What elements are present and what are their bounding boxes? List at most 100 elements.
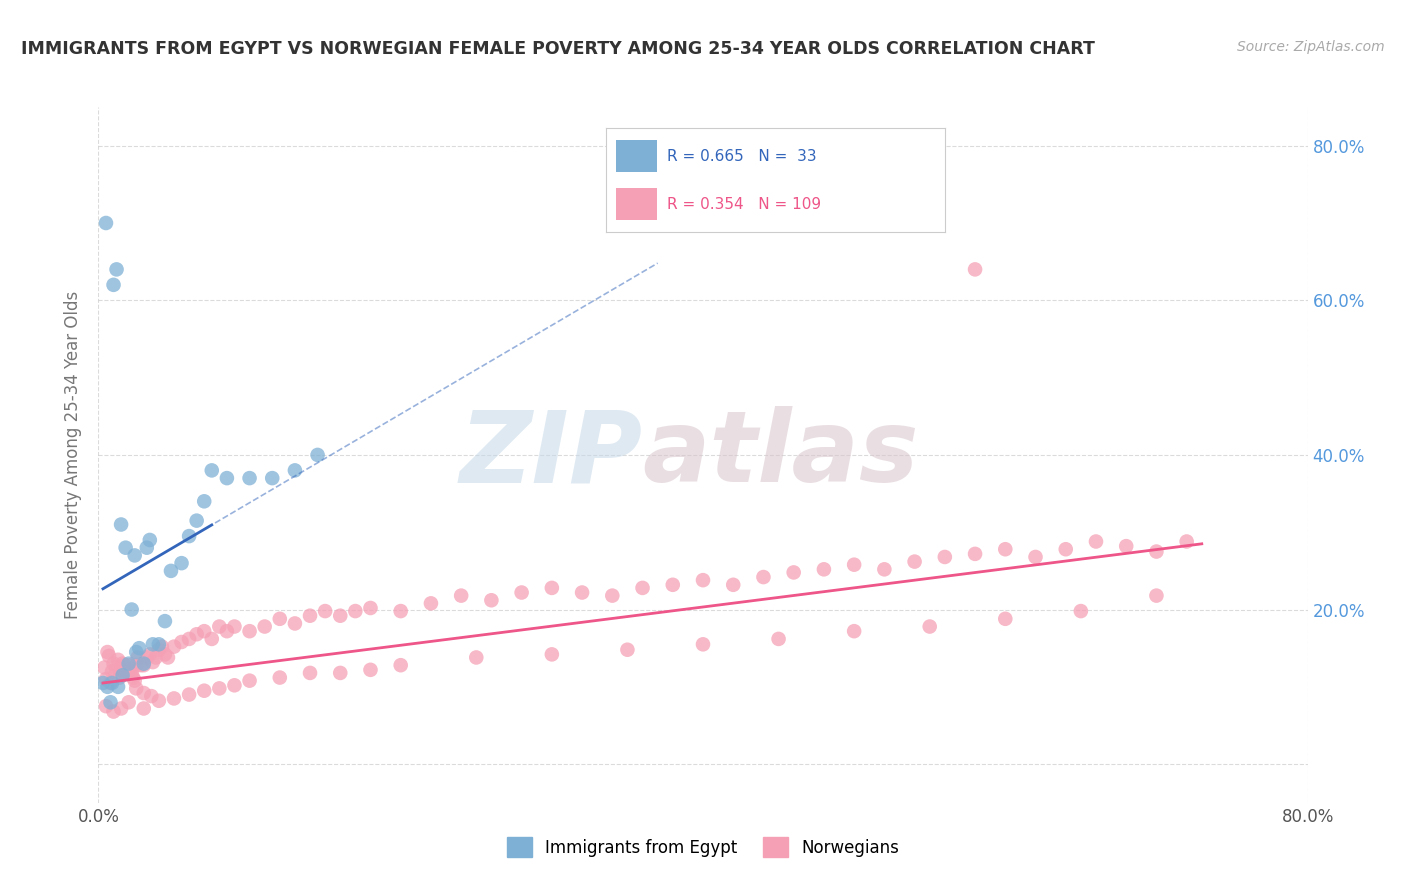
Point	[540, 581, 562, 595]
Point	[186, 627, 208, 641]
Point	[103, 705, 125, 719]
Point	[616, 642, 638, 657]
Point	[153, 614, 176, 628]
Point	[389, 604, 412, 618]
Point	[91, 676, 114, 690]
Point	[1144, 589, 1167, 603]
Point	[571, 585, 593, 599]
Point	[153, 648, 176, 662]
Point	[118, 658, 141, 673]
Point	[389, 658, 412, 673]
Point	[360, 601, 382, 615]
Point	[111, 657, 134, 671]
Point	[170, 556, 193, 570]
Point	[132, 686, 155, 700]
Point	[783, 566, 806, 580]
Point	[125, 645, 148, 659]
Point	[170, 635, 193, 649]
Point	[299, 608, 322, 623]
Point	[239, 624, 262, 639]
Point	[844, 624, 866, 639]
Point	[135, 541, 157, 555]
Text: Source: ZipAtlas.com: Source: ZipAtlas.com	[1237, 40, 1385, 54]
Point	[132, 657, 155, 671]
Point	[139, 648, 162, 662]
Text: ZIP: ZIP	[460, 407, 643, 503]
Point	[1175, 534, 1198, 549]
Point	[163, 691, 186, 706]
Point	[994, 542, 1017, 557]
Point	[201, 463, 224, 477]
Point	[1115, 539, 1137, 553]
Point	[148, 642, 170, 657]
Point	[101, 676, 124, 690]
Point	[208, 681, 231, 696]
Point	[110, 701, 132, 715]
Point	[150, 640, 173, 654]
Point	[118, 695, 141, 709]
Point	[1144, 544, 1167, 558]
Point	[450, 589, 472, 603]
Point	[101, 665, 124, 679]
Point	[994, 612, 1017, 626]
Point	[193, 494, 215, 508]
Point	[661, 578, 683, 592]
Point	[224, 678, 246, 692]
Point	[299, 665, 322, 680]
Point	[100, 676, 122, 690]
Point	[768, 632, 790, 646]
Point	[179, 688, 201, 702]
Point	[208, 619, 231, 633]
Point	[329, 665, 352, 680]
Point	[329, 608, 352, 623]
Point	[94, 672, 117, 686]
Point	[98, 648, 121, 663]
Point	[284, 616, 307, 631]
Point	[121, 665, 143, 680]
Point	[186, 514, 208, 528]
Point	[465, 650, 488, 665]
Point	[163, 640, 186, 654]
Y-axis label: Female Poverty Among 25-34 Year Olds: Female Poverty Among 25-34 Year Olds	[65, 291, 83, 619]
Text: atlas: atlas	[643, 407, 920, 503]
Point	[112, 658, 135, 673]
Point	[132, 701, 155, 715]
Point	[160, 564, 183, 578]
Point	[105, 262, 128, 277]
Point	[103, 277, 125, 292]
Point	[873, 562, 896, 576]
Point	[239, 673, 262, 688]
Point	[1085, 534, 1108, 549]
Point	[965, 547, 987, 561]
Point	[104, 668, 127, 682]
Point	[132, 658, 155, 673]
Point	[121, 602, 143, 616]
Point	[124, 549, 146, 563]
Point	[215, 624, 238, 639]
Point	[193, 624, 215, 639]
Point	[135, 650, 157, 665]
Point	[118, 657, 141, 671]
Point	[420, 596, 443, 610]
Point	[904, 555, 927, 569]
Point	[94, 216, 117, 230]
Point	[111, 668, 134, 682]
Point	[110, 663, 132, 677]
Point	[107, 680, 129, 694]
Point	[114, 541, 136, 555]
Point	[215, 471, 238, 485]
Point	[128, 641, 150, 656]
Point	[96, 645, 118, 659]
Point	[201, 632, 224, 646]
Point	[93, 660, 115, 674]
Point	[918, 619, 941, 633]
Legend: Immigrants from Egypt, Norwegians: Immigrants from Egypt, Norwegians	[501, 830, 905, 864]
Point	[692, 573, 714, 587]
Point	[1054, 542, 1077, 557]
Point	[125, 681, 148, 696]
Point	[105, 660, 128, 674]
Point	[540, 648, 562, 662]
Point	[142, 655, 165, 669]
Point	[692, 637, 714, 651]
Point	[224, 619, 246, 633]
